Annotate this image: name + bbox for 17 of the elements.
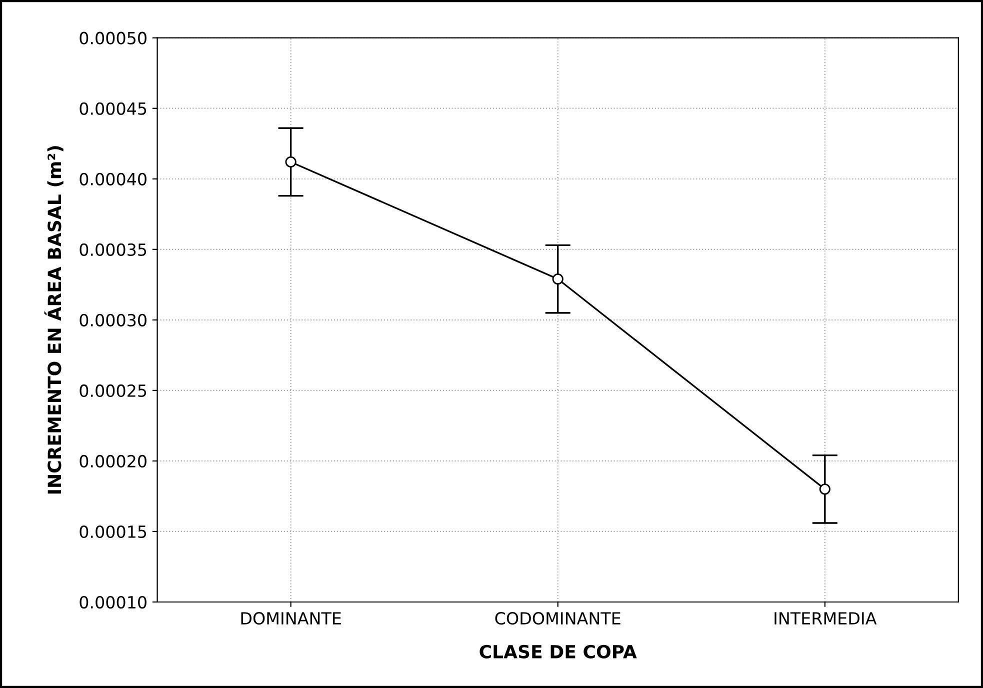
- y-tick-label: 0.00045: [80, 102, 146, 115]
- x-tick-label: CODOMINANTE: [495, 612, 620, 625]
- y-tick-label: 0.00025: [80, 384, 146, 398]
- y-tick-label: 0.00020: [80, 454, 146, 468]
- x-tick-label: INTERMEDIA: [774, 612, 877, 624]
- x-axis-title: CLASE DE COPA: [480, 644, 637, 658]
- y-tick-label: 0.00040: [80, 172, 146, 186]
- y-axis-title: INCREMENTO EN ÁREA BASAL (m²): [44, 146, 64, 494]
- y-tick-label: 0.00015: [80, 525, 146, 538]
- y-tick-label: 0.00010: [80, 596, 146, 609]
- y-tick-label: 0.00035: [80, 243, 146, 256]
- point: [819, 484, 830, 495]
- point: [552, 273, 564, 285]
- y-tick-label: 0.00050: [80, 32, 146, 44]
- x-tick-label: DOMINANTE: [241, 612, 341, 625]
- y-tick-label: 0.00030: [80, 314, 146, 326]
- point: [285, 156, 296, 168]
